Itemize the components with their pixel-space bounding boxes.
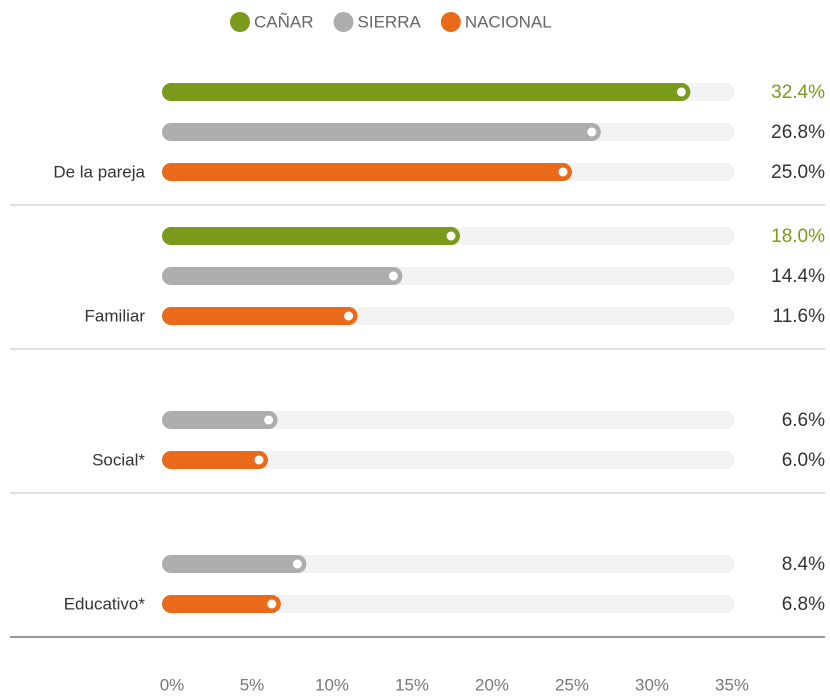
x-tick-label: 20% — [475, 675, 509, 694]
value-label: 25.0% — [771, 162, 825, 183]
bar-end-dot — [587, 127, 597, 137]
bar — [162, 411, 278, 429]
bar — [162, 123, 601, 141]
bar — [162, 595, 281, 613]
bar — [162, 267, 403, 285]
value-label: 6.0% — [782, 450, 825, 471]
bar-end-dot — [446, 231, 456, 241]
x-tick-label: 10% — [315, 675, 349, 694]
value-label: 32.4% — [771, 82, 825, 103]
legend-label: SIERRA — [358, 12, 422, 31]
legend-label: NACIONAL — [465, 12, 552, 31]
bar-end-dot — [388, 271, 398, 281]
bar — [162, 163, 572, 181]
bar-end-dot — [558, 167, 568, 177]
legend-label: CAÑAR — [254, 12, 314, 31]
bar-track — [162, 411, 735, 429]
legend-swatch — [230, 12, 250, 32]
bar-end-dot — [292, 559, 302, 569]
bar-end-dot — [344, 311, 354, 321]
bar-end-dot — [676, 87, 686, 97]
bar-end-dot — [264, 415, 274, 425]
legend-swatch — [440, 12, 461, 32]
legend-swatch — [333, 12, 354, 32]
value-label: 18.0% — [771, 226, 825, 247]
value-label: 14.4% — [771, 266, 825, 287]
bar — [162, 555, 307, 573]
value-label: 8.4% — [782, 554, 825, 575]
bar — [162, 307, 358, 325]
bar-end-dot — [254, 455, 264, 465]
category-label: Social* — [92, 450, 145, 469]
bar-track — [162, 451, 735, 469]
x-tick-label: 25% — [555, 675, 589, 694]
category-label: De la pareja — [53, 162, 145, 181]
x-tick-label: 30% — [635, 675, 669, 694]
bar — [162, 227, 460, 245]
bar-track — [162, 595, 735, 613]
x-tick-label: 0% — [160, 675, 185, 694]
value-label: 26.8% — [771, 122, 825, 143]
value-label: 6.6% — [782, 410, 825, 431]
bar-track — [162, 555, 735, 573]
x-tick-label: 5% — [240, 675, 265, 694]
bar — [162, 451, 268, 469]
x-tick-label: 15% — [395, 675, 429, 694]
category-label: Educativo* — [64, 594, 146, 613]
bar — [162, 83, 691, 101]
value-label: 11.6% — [773, 306, 826, 327]
x-tick-label: 35% — [715, 675, 749, 694]
category-label: Familiar — [85, 306, 146, 325]
value-label: 6.8% — [782, 594, 825, 615]
bar-end-dot — [267, 599, 277, 609]
